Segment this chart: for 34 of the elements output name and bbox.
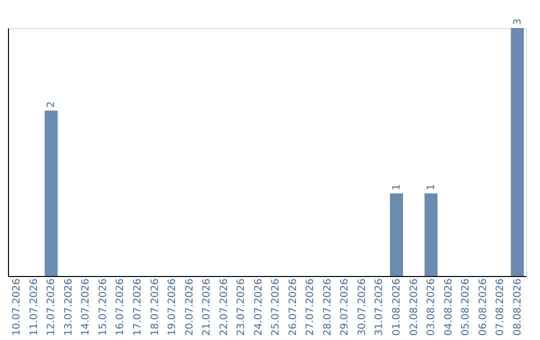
x-tick-label: 14.07.2026	[80, 278, 92, 336]
x-tick-label: 03.08.2026	[426, 278, 438, 336]
x-tick-label: 23.07.2026	[236, 278, 248, 336]
data-label: 1	[426, 184, 438, 190]
x-tick-label: 11.07.2026	[28, 278, 40, 336]
x-tick-label: 27.07.2026	[305, 278, 316, 336]
x-tick-label: 01.08.2026	[392, 278, 402, 336]
data-label: 1	[392, 184, 402, 190]
x-tick-label: 13.07.2026	[63, 278, 74, 336]
x-tick-label: 21.07.2026	[202, 278, 213, 336]
x-tick-label: 30.07.2026	[356, 278, 368, 336]
x-tick-label: 28.07.2026	[322, 278, 334, 336]
x-tick-label: 31.07.2026	[374, 278, 386, 336]
x-tick-label: 20.07.2026	[184, 278, 196, 336]
x-tick-label: 05.08.2026	[460, 278, 472, 336]
data-label: 2	[46, 101, 58, 108]
x-tick-label: 08.08.2026	[512, 278, 524, 336]
x-tick-label: 12.07.2026	[46, 278, 58, 336]
x-tick-label: 19.07.2026	[167, 278, 178, 336]
x-tick-label: 22.07.2026	[218, 278, 230, 336]
x-tick-label: 25.07.2026	[270, 278, 282, 336]
x-tick-label: 07.08.2026	[495, 278, 506, 336]
x-tick-label: 06.08.2026	[478, 278, 489, 336]
x-tick-label: 16.07.2026	[115, 278, 126, 336]
x-tick-label: 18.07.2026	[150, 278, 161, 336]
x-tick-label: 10.07.2026	[12, 278, 23, 336]
x-tick-label: 04.08.2026	[443, 278, 454, 336]
data-label: 3	[512, 18, 524, 25]
x-tick-label: 15.07.2026	[98, 278, 109, 336]
x-tick-label: 02.08.2026	[408, 278, 420, 336]
x-tick-label: 17.07.2026	[132, 278, 144, 336]
x-tick-label: 29.07.2026	[340, 278, 351, 336]
x-tick-label: 24.07.2026	[253, 278, 264, 336]
x-tick-label: 26.07.2026	[288, 278, 299, 336]
